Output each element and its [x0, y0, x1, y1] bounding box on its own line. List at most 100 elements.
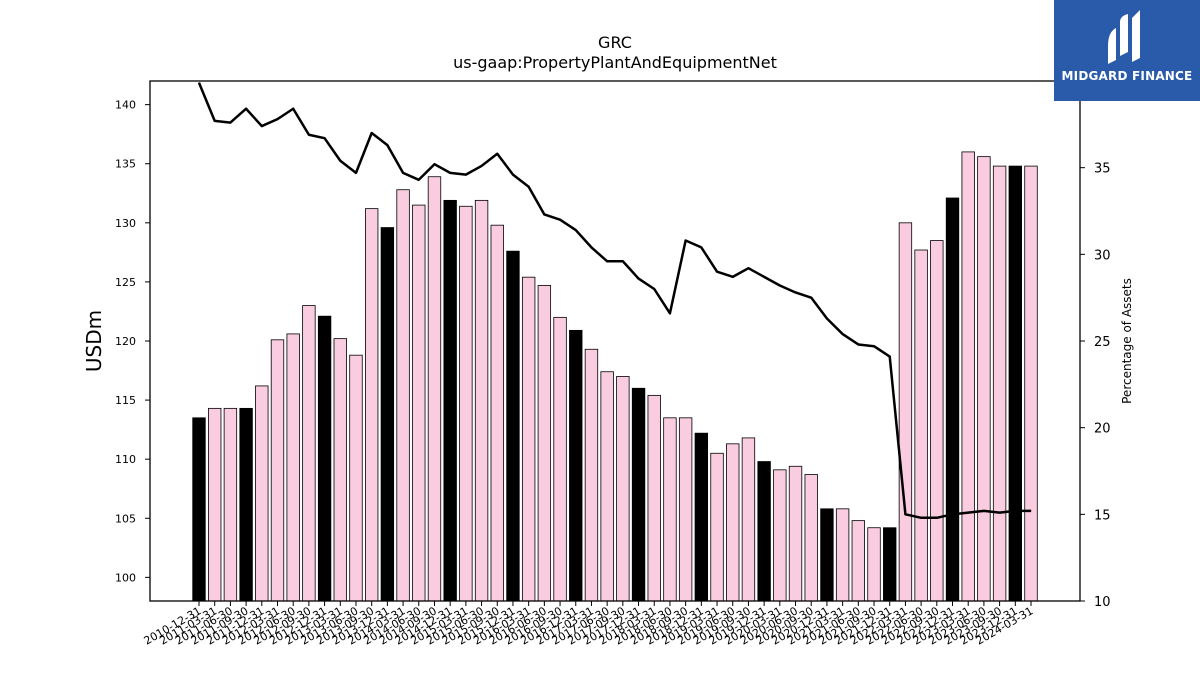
line-point-2013-03-31: [339, 160, 341, 162]
bar-2015-12-31: [506, 250, 520, 602]
midgard-logo-icon: [1108, 10, 1140, 64]
bar-2023-09-30: [992, 165, 1007, 602]
bar-2013-03-31: [333, 338, 347, 602]
bar-2019-12-31: [757, 461, 771, 602]
line-point-2011-09-30: [245, 108, 247, 110]
y2-tick-label: 35: [1094, 162, 1111, 177]
bar-2011-06-30: [223, 407, 238, 602]
line-point-2016-12-31: [575, 229, 577, 231]
line-point-2022-06-30: [920, 517, 922, 519]
y2-tick-label: 10: [1094, 595, 1111, 610]
bar-2017-03-31: [584, 348, 599, 602]
bar-2022-09-30: [930, 240, 944, 602]
bar-2010-12-31: [192, 417, 206, 602]
bar-2018-03-31: [647, 394, 661, 602]
y2-tick-label: 15: [1094, 508, 1111, 523]
line-point-2014-12-31: [449, 172, 451, 174]
y-axis-label: USDm: [82, 310, 106, 372]
line-point-2023-12-31: [1014, 510, 1016, 512]
line-point-2021-09-30: [873, 345, 875, 347]
line-point-2023-03-31: [967, 512, 969, 514]
line-point-2017-12-31: [638, 278, 640, 280]
line-point-2012-06-30: [292, 108, 294, 110]
line-point-2013-06-30: [355, 172, 357, 174]
line-point-2016-09-30: [559, 219, 561, 221]
y-tick-label: 135: [115, 158, 136, 171]
bar-2015-09-30: [490, 224, 504, 602]
bar-2011-03-31: [208, 407, 222, 602]
bar-2016-06-30: [537, 285, 552, 602]
bar-2017-09-30: [616, 376, 630, 602]
bar-2019-03-31: [710, 452, 724, 602]
line-point-2014-06-30: [418, 179, 420, 181]
bar-2015-03-31: [459, 205, 473, 602]
line-point-2014-03-31: [402, 172, 404, 174]
line-point-2020-12-31: [826, 317, 828, 319]
brand-logo[interactable]: MIDGARD FINANCE: [1054, 0, 1200, 101]
line-point-2018-09-30: [685, 239, 687, 241]
y-tick-label: 125: [115, 276, 136, 289]
percentage-line: [197, 82, 1031, 520]
y2-tick-label: 25: [1094, 335, 1111, 350]
bar-2020-06-30: [788, 465, 803, 602]
line-point-2011-03-31: [214, 120, 216, 122]
bar-2014-09-30: [427, 176, 442, 602]
line-point-2019-03-31: [716, 271, 718, 273]
bar-2014-03-31: [396, 189, 410, 602]
bar-2013-06-30: [349, 354, 363, 602]
line-point-2022-09-30: [936, 517, 938, 519]
axes: 1001051101151201251301351401015202530352…: [115, 80, 1111, 648]
bar-2020-09-30: [804, 474, 818, 602]
bar-2014-06-30: [412, 204, 426, 602]
bar-2022-03-31: [898, 222, 913, 602]
line-point-2015-09-30: [496, 153, 498, 155]
y2-tick-label: 20: [1094, 422, 1111, 437]
bar-2021-03-31: [835, 508, 850, 602]
bar-2017-06-30: [600, 371, 614, 602]
bar-2012-06-30: [286, 333, 300, 602]
y-tick-label: 115: [115, 394, 136, 407]
line-point-2012-09-30: [308, 134, 310, 136]
line-point-2018-12-31: [700, 246, 702, 248]
line-point-2019-09-30: [747, 267, 749, 269]
line-point-2023-09-30: [999, 512, 1001, 514]
line-point-2017-09-30: [622, 260, 624, 262]
line-series: [197, 82, 1032, 520]
line-point-2019-12-31: [763, 276, 765, 278]
y-tick-label: 140: [115, 99, 136, 112]
line-point-2024-03-31: [1030, 510, 1032, 512]
line-point-2015-06-30: [481, 165, 483, 167]
bar-2021-09-30: [867, 527, 881, 602]
bar-2011-09-30: [239, 407, 253, 602]
bar-2014-12-31: [443, 199, 457, 602]
line-point-2021-03-31: [842, 333, 844, 335]
bar-2015-06-30: [474, 199, 489, 602]
bar-2019-09-30: [741, 437, 756, 602]
line-point-2011-12-31: [261, 125, 263, 127]
bar-2017-12-31: [631, 387, 646, 602]
y-tick-label: 105: [115, 512, 136, 525]
chart-subtitle: us-gaap:PropertyPlantAndEquipmentNet: [453, 53, 777, 72]
bar-2018-06-30: [663, 417, 677, 602]
bar-series: [192, 151, 1038, 602]
bar-2018-12-31: [694, 432, 709, 602]
line-point-2014-09-30: [433, 163, 435, 165]
bar-2023-03-31: [961, 151, 975, 602]
bar-2021-06-30: [851, 520, 865, 602]
bar-2019-06-30: [726, 443, 740, 602]
line-point-2017-06-30: [606, 260, 608, 262]
chart-title: GRC: [598, 33, 632, 52]
bar-2016-03-31: [521, 276, 536, 602]
bar-2012-03-31: [270, 339, 285, 602]
bar-2012-12-31: [317, 315, 332, 602]
line-point-2015-12-31: [512, 174, 514, 176]
bar-2022-12-31: [945, 197, 960, 602]
bar-2020-12-31: [820, 508, 834, 602]
line-point-2012-03-31: [276, 118, 278, 120]
brand-name: MIDGARD FINANCE: [1061, 69, 1193, 83]
line-point-2016-06-30: [543, 213, 545, 215]
bar-2023-06-30: [977, 156, 991, 602]
line-point-2015-03-31: [465, 174, 467, 176]
bar-2016-09-30: [553, 316, 567, 602]
line-point-2018-03-31: [653, 288, 655, 290]
